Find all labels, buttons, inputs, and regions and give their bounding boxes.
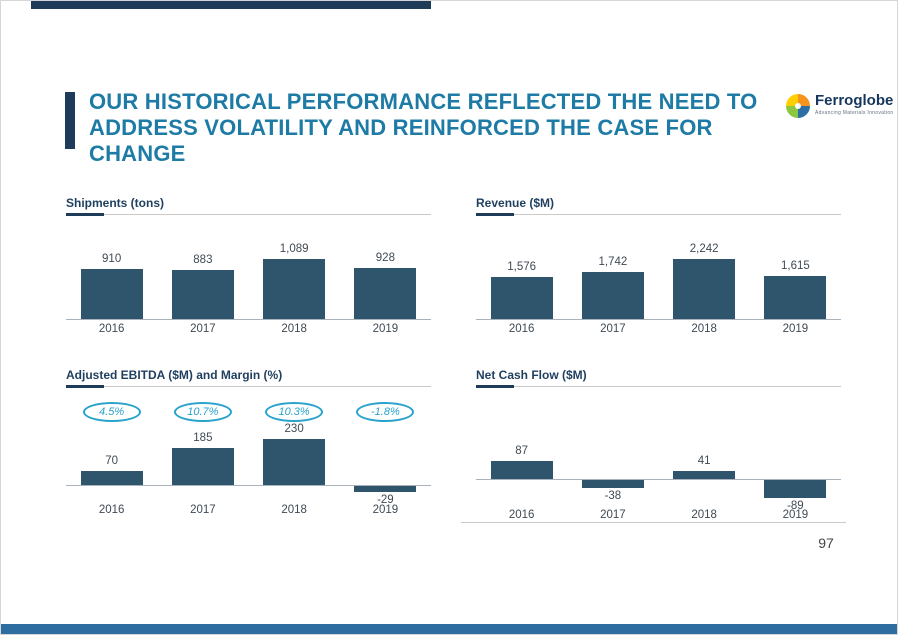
x-axis-label: 2019 — [372, 504, 399, 516]
bar-value-label: 910 — [102, 253, 122, 265]
bar-value-label: 2,242 — [689, 243, 719, 255]
x-axis-line — [66, 319, 431, 320]
margin-badge: -1.8% — [356, 402, 415, 422]
bar-value-label: -38 — [604, 490, 622, 502]
bar — [263, 259, 326, 319]
slide-title-line2: ADDRESS VOLATILITY AND REINFORCED THE CA… — [89, 115, 713, 166]
x-axis-line — [476, 479, 841, 480]
chart-title-netcashflow: Net Cash Flow ($M) — [476, 368, 587, 382]
bar-value-label: 1,742 — [598, 256, 628, 268]
bar — [171, 270, 234, 319]
x-axis-label: 2019 — [372, 323, 399, 335]
bar-value-label: -29 — [377, 494, 394, 506]
x-axis-label: 2018 — [281, 504, 307, 516]
bar — [263, 439, 326, 485]
bar — [764, 276, 827, 319]
chart-shipments-plot: 910 2016 883 2017 1,089 2018 928 2019 — [66, 231, 431, 346]
chart-title-revenue: Revenue ($M) — [476, 196, 555, 210]
chart-rule-accent-revenue — [476, 213, 514, 216]
chart-rule-ebitda — [66, 386, 431, 387]
page-number: 97 — [818, 535, 834, 551]
logo-brand: Ferroglobe — [815, 92, 894, 109]
bar-value-label: 1,576 — [507, 261, 537, 273]
bar — [354, 268, 417, 319]
x-axis-label: 2016 — [508, 323, 535, 335]
x-axis-label: 2019 — [782, 323, 809, 335]
bar — [80, 269, 143, 319]
chart-title-shipments: Shipments (tons) — [66, 196, 164, 210]
bar — [673, 471, 736, 479]
bar-value-label: 41 — [697, 455, 711, 467]
bar — [171, 448, 234, 485]
chart-rule-revenue — [476, 214, 841, 215]
logo-text: Ferroglobe Advancing Materials Innovatio… — [815, 92, 894, 117]
slide-title-line1: OUR HISTORICAL PERFORMANCE REFLECTED THE… — [89, 89, 758, 114]
x-axis-label: 2017 — [190, 323, 216, 335]
margin-badge: 10.3% — [265, 402, 324, 422]
x-axis-label: 2018 — [281, 323, 307, 335]
bottom-accent-strip — [1, 624, 897, 634]
margin-badge: 4.5% — [82, 402, 141, 422]
x-axis-line — [66, 485, 431, 486]
x-axis-label: 2019 — [782, 509, 809, 521]
bar — [80, 471, 143, 485]
bar — [354, 486, 417, 492]
chart-netcashflow-plot: 87 2016 -38 2017 41 2018 -89 2019 — [476, 394, 841, 524]
bar — [764, 480, 827, 498]
x-axis-label: 2016 — [98, 323, 125, 335]
bar-value-label: 70 — [105, 455, 119, 467]
x-axis-label: 2017 — [600, 323, 626, 335]
top-accent-strip — [31, 1, 431, 9]
x-axis-label: 2016 — [98, 504, 125, 516]
ferroglobe-globe-icon — [786, 94, 810, 118]
x-axis-line — [476, 319, 841, 320]
bar-value-label: 87 — [515, 445, 529, 457]
footer-divider — [461, 522, 846, 523]
bar-value-label: 230 — [284, 423, 304, 435]
chart-ebitda-plot: 70 2016 4.5% 185 2017 10.7% 230 2018 10.3% -29 201… — [66, 394, 431, 524]
ferroglobe-logo: Ferroglobe Advancing Materials Innovatio… — [785, 93, 895, 119]
bar-value-label: 883 — [193, 254, 213, 266]
margin-badge: 10.7% — [173, 402, 232, 422]
logo-tagline: Advancing Materials Innovation — [815, 110, 894, 116]
bar-value-label: 185 — [193, 432, 213, 444]
bar-value-label: 1,089 — [279, 243, 309, 255]
chart-rule-netcashflow — [476, 386, 841, 387]
bar — [673, 259, 736, 319]
chart-rule-shipments — [66, 214, 431, 215]
bar-value-label: 1,615 — [780, 260, 810, 272]
x-axis-label: 2018 — [691, 323, 717, 335]
bar-value-label: 928 — [375, 252, 395, 264]
title-accent-bar — [65, 92, 75, 149]
bar — [490, 461, 553, 479]
chart-rule-accent-ebitda — [66, 385, 104, 388]
x-axis-label: 2017 — [190, 504, 216, 516]
bar — [490, 277, 553, 319]
x-axis-label: 2016 — [508, 509, 535, 521]
slide-title: OUR HISTORICAL PERFORMANCE REFLECTED THE… — [89, 89, 789, 167]
chart-rule-accent-shipments — [66, 213, 104, 216]
chart-revenue-plot: 1,576 2016 1,742 2017 2,242 2018 1,615 2019 — [476, 231, 841, 346]
bar-value-label: -89 — [787, 500, 804, 512]
bar — [581, 480, 644, 488]
x-axis-label: 2017 — [600, 509, 626, 521]
bar — [581, 272, 644, 319]
chart-title-ebitda: Adjusted EBITDA ($M) and Margin (%) — [66, 368, 283, 382]
chart-rule-accent-netcashflow — [476, 385, 514, 388]
x-axis-label: 2018 — [691, 509, 717, 521]
